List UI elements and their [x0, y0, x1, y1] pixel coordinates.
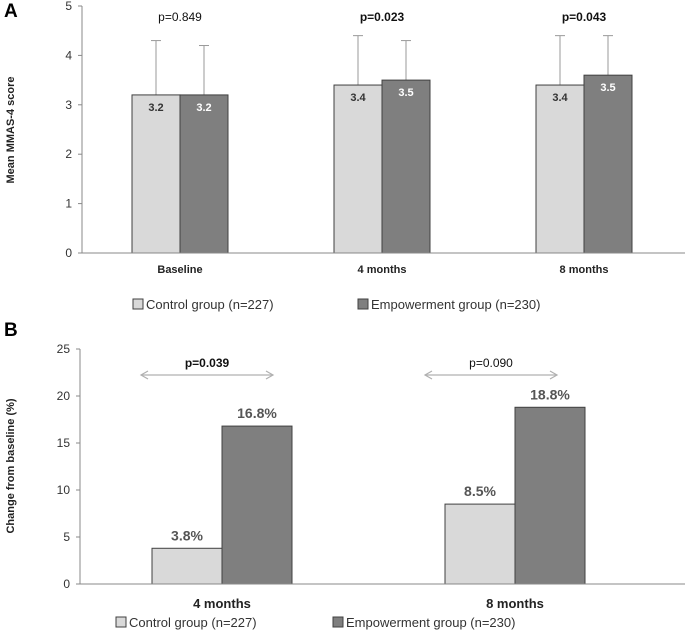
panel-b-letter: B: [4, 320, 18, 341]
b-legend: Control group (n=227) Empowerment group (…: [115, 615, 515, 630]
b-p-value: p=0.090: [469, 356, 513, 370]
b-legend-label-empowerment: Empowerment group (n=230): [346, 615, 515, 630]
a-bar-control: [535, 84, 585, 254]
a-legend-label-empowerment: Empowerment group (n=230): [371, 297, 540, 312]
b-y-tick-label: 20: [57, 389, 71, 403]
a-data-label: 3.2: [148, 102, 163, 114]
a-y-tick-label: 0: [65, 246, 72, 260]
b-bar-empowerment: [514, 406, 586, 585]
b-data-label: 3.8%: [171, 527, 203, 543]
b-data-label: 16.8%: [237, 405, 277, 421]
a-p-value: p=0.023: [360, 10, 405, 24]
b-legend-label-control: Control group (n=227): [129, 615, 257, 630]
b-double-arrow: [139, 370, 275, 380]
a-legend-swatch-empowerment: [357, 298, 369, 310]
panel-a-letter: A: [4, 1, 18, 22]
a-bar-empowerment: [583, 74, 633, 254]
a-legend: Control group (n=227) Empowerment group (…: [132, 297, 540, 312]
b-legend-swatch-empowerment: [332, 616, 344, 628]
a-p-value: p=0.043: [562, 10, 607, 24]
a-data-label: 3.4: [350, 92, 366, 104]
b-bar-control: [151, 547, 223, 585]
a-y-tick-label: 1: [65, 197, 72, 211]
b-y-tick-label: 5: [63, 530, 70, 544]
a-y-tick-label: 3: [65, 98, 72, 112]
a-bar-empowerment: [381, 79, 431, 254]
b-bar-empowerment: [221, 425, 293, 585]
b-p-value: p=0.039: [185, 356, 230, 370]
a-data-label: 3.5: [600, 82, 615, 94]
b-bar-control: [444, 503, 516, 585]
b-y-tick-label: 10: [57, 483, 71, 497]
b-data-label: 8.5%: [464, 483, 496, 499]
a-data-label: 3.4: [552, 92, 568, 104]
b-legend-swatch-control: [115, 616, 127, 628]
a-legend-label-control: Control group (n=227): [146, 297, 274, 312]
a-y-tick-label: 2: [65, 147, 72, 161]
b-x-category-label: 8 months: [486, 596, 544, 611]
panel-b-chart: 0 5 10 15 20 25 Change from baseline (%) 3.8% 8.…: [5, 342, 685, 630]
b-x-category-label: 4 months: [193, 596, 251, 611]
a-y-axis-label: Mean MMAS-4 score: [5, 77, 17, 184]
a-legend-swatch-control: [132, 298, 144, 310]
a-bar-control: [333, 84, 383, 254]
panel-a-chart: 0 1 2 3 4 5 Mean MMAS-4 score 3.2 3.4 3.4 3.2 3.5 3.…: [5, 0, 685, 312]
b-y-tick-label: 15: [57, 436, 71, 450]
a-x-category-label: 4 months: [358, 264, 407, 276]
a-x-category-label: 8 months: [560, 264, 609, 276]
b-double-arrow: [423, 370, 559, 380]
a-data-label: 3.5: [398, 87, 413, 99]
a-y-tick-label: 5: [65, 0, 72, 13]
a-data-label: 3.2: [196, 102, 211, 114]
b-data-label: 18.8%: [530, 386, 570, 402]
a-bar-control: [131, 94, 181, 254]
a-p-value: p=0.849: [158, 10, 202, 24]
a-bar-empowerment: [179, 94, 229, 254]
a-x-category-label: Baseline: [157, 264, 202, 276]
b-y-tick-label: 0: [63, 577, 70, 591]
b-y-tick-label: 25: [57, 342, 71, 356]
a-y-tick-label: 4: [65, 48, 72, 62]
b-y-axis-label: Change from baseline (%): [5, 398, 17, 533]
